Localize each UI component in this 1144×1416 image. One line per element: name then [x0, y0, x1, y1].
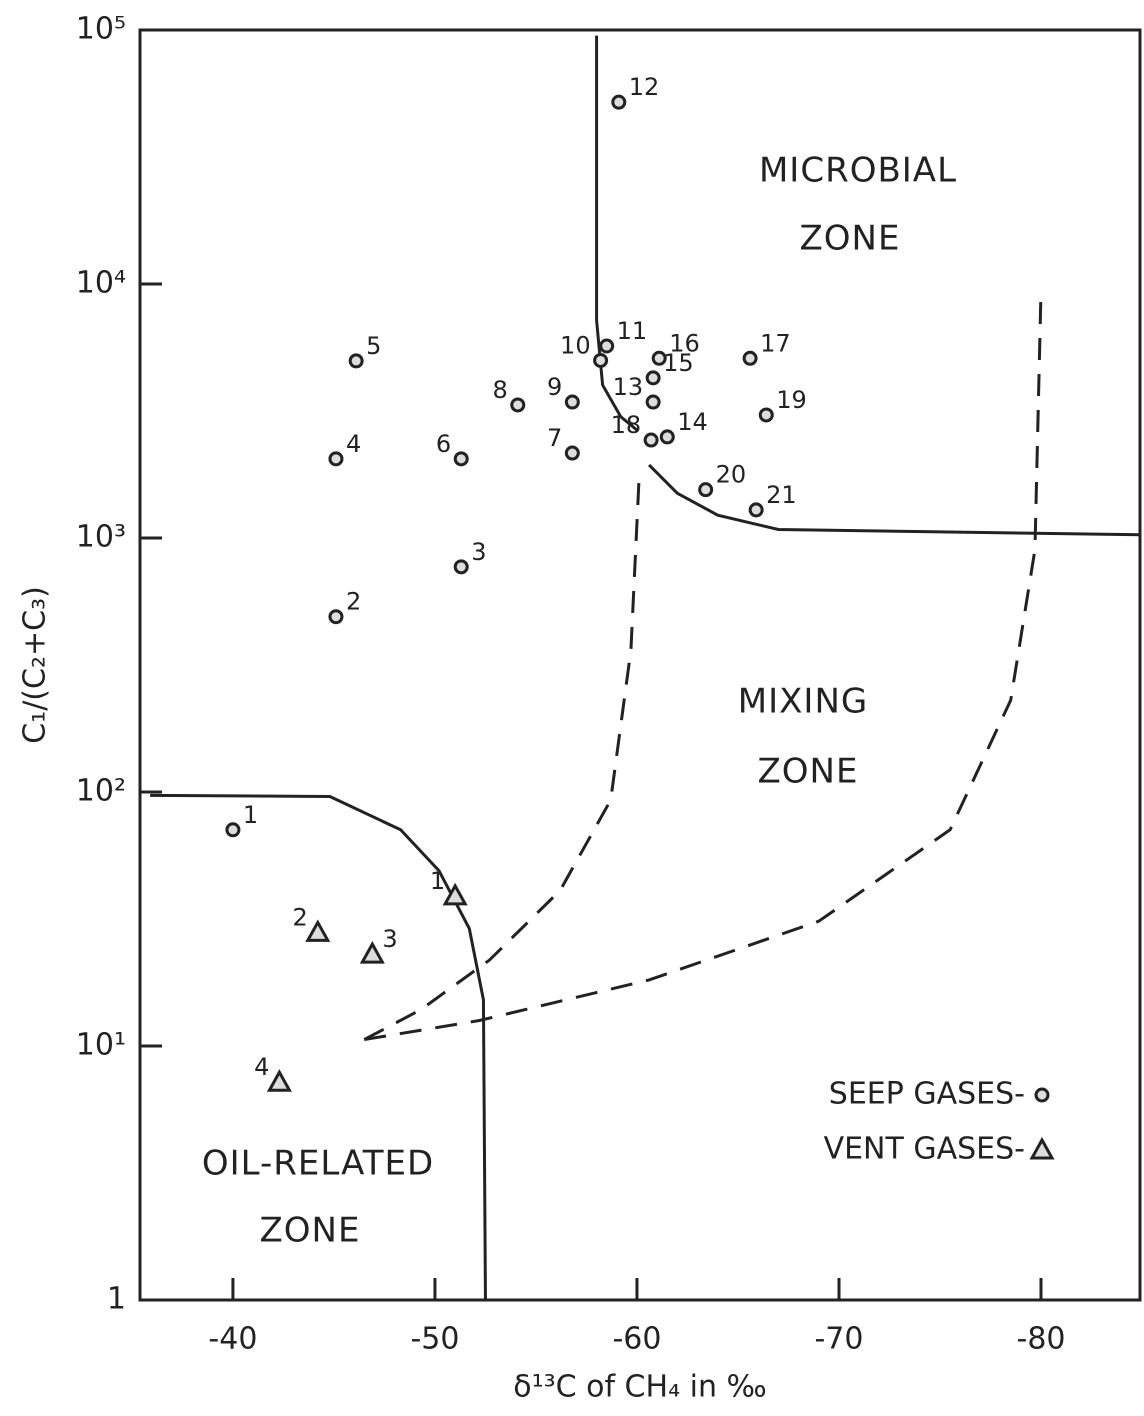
point-label: 4	[346, 430, 361, 458]
point-label: 12	[629, 73, 660, 101]
legend-label: VENT GASES-	[824, 1132, 1025, 1167]
y-tick-label: 10²	[76, 774, 126, 809]
y-tick-label: 10⁵	[76, 12, 126, 47]
seep-point	[348, 353, 364, 369]
x-tick-label: -80	[1017, 1322, 1066, 1357]
y-tick-label: 10¹	[76, 1028, 126, 1063]
x-tick-label: -40	[208, 1322, 257, 1357]
point-label: 3	[382, 925, 397, 953]
vent-point	[359, 941, 385, 964]
zone-boundary	[150, 793, 487, 1301]
point-label: 4	[254, 1053, 269, 1081]
point-label: 2	[292, 903, 307, 931]
y-tick-label: 10³	[76, 520, 126, 555]
point-label: 21	[766, 481, 797, 509]
point-label: 15	[663, 349, 694, 377]
seep-point	[328, 451, 344, 467]
zone-boundary	[595, 35, 638, 432]
zone-boundary	[363, 290, 1043, 1042]
point-label: 13	[613, 373, 644, 401]
point-label: 17	[760, 329, 791, 357]
seep-point	[645, 370, 661, 386]
seep-point	[564, 394, 580, 410]
point-label: 14	[677, 408, 708, 436]
point-label: 20	[716, 461, 747, 489]
point-label: 2	[346, 588, 361, 616]
zone-boundary	[648, 463, 1141, 537]
seep-point	[742, 350, 758, 366]
point-label: 19	[776, 386, 807, 414]
seep-point	[599, 338, 615, 354]
seep-point	[645, 394, 661, 410]
legend-marker	[1029, 1136, 1055, 1160]
legend-label: SEEP GASES-	[829, 1077, 1025, 1112]
seep-point	[225, 822, 241, 838]
seep-point	[453, 559, 469, 575]
y-axis-label: C₁/(C₂+C₃)	[18, 586, 53, 744]
zone-label: MICROBIAL	[759, 151, 957, 191]
legend-marker	[1034, 1087, 1050, 1103]
point-label: 9	[547, 373, 562, 401]
zone-label: ZONE	[260, 1211, 361, 1251]
seep-point	[659, 429, 675, 445]
seep-point	[698, 482, 714, 498]
seep-point	[651, 350, 667, 366]
seep-point	[328, 609, 344, 625]
point-label: 1	[430, 867, 445, 895]
zone-label: ZONE	[758, 752, 859, 792]
point-label: 10	[560, 331, 591, 359]
zone-label: OIL-RELATED	[202, 1144, 434, 1184]
seep-point	[453, 451, 469, 467]
point-label: 16	[669, 329, 700, 357]
y-tick-label: 1	[107, 1282, 126, 1317]
seep-point	[564, 445, 580, 461]
point-label: 11	[617, 317, 648, 345]
zone-label: ZONE	[800, 219, 901, 259]
vent-point	[442, 882, 468, 906]
zone-boundary	[363, 480, 641, 1041]
seep-point	[748, 502, 764, 518]
x-tick-label: -60	[612, 1322, 661, 1357]
point-label: 5	[366, 332, 381, 360]
seep-point	[593, 352, 609, 368]
point-label: 7	[547, 424, 562, 452]
point-label: 6	[436, 430, 451, 458]
seep-point	[643, 432, 659, 448]
zone-label: MIXING	[738, 682, 868, 722]
plot-frame	[138, 28, 1142, 1302]
seep-point	[758, 407, 774, 423]
vent-point	[266, 1069, 292, 1092]
point-label: 18	[611, 411, 642, 439]
x-axis-label: δ¹³C of CH₄ in ‰	[513, 1370, 767, 1405]
seep-point	[611, 94, 627, 110]
vent-point	[305, 919, 331, 942]
point-label: 3	[471, 538, 486, 566]
x-tick-label: -70	[814, 1322, 863, 1357]
seep-point	[510, 397, 526, 413]
x-tick-label: -50	[410, 1322, 459, 1357]
point-label: 1	[243, 801, 258, 829]
y-tick-label: 10⁴	[76, 266, 126, 301]
point-label: 8	[492, 376, 507, 404]
